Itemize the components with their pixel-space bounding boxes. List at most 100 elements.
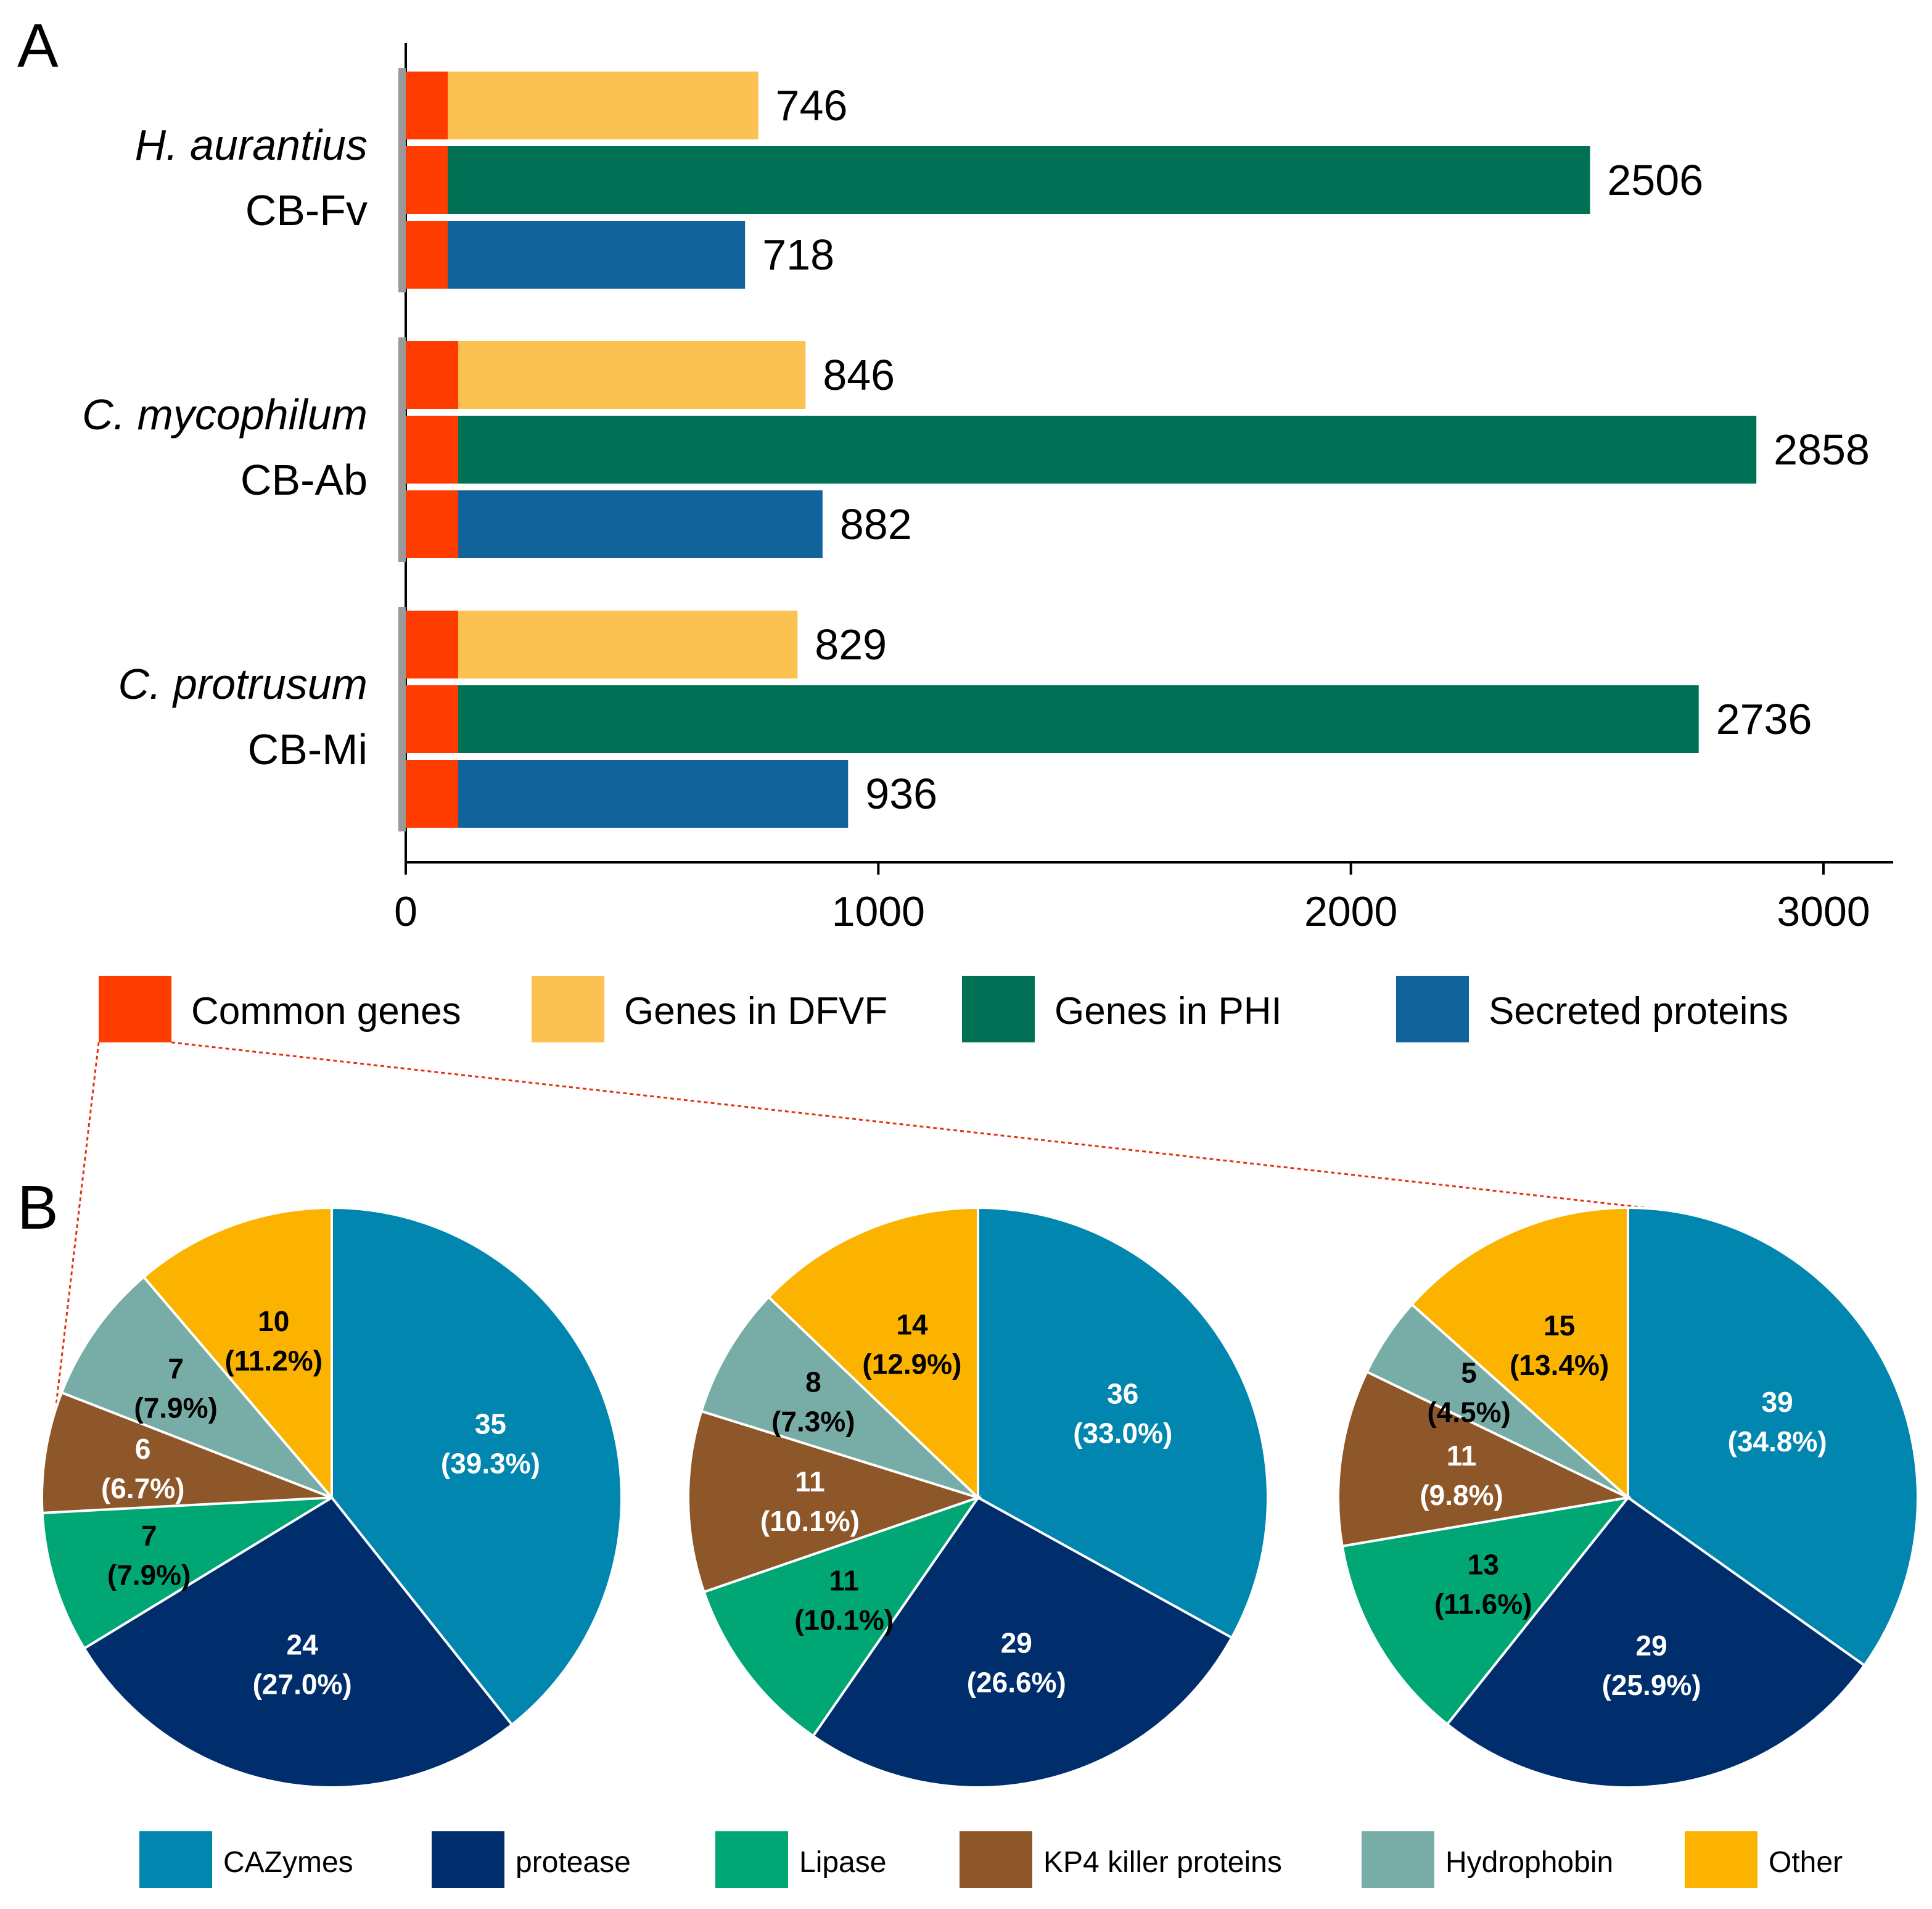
bar-common-genes — [406, 760, 459, 828]
pie-slice-other — [767, 1206, 979, 1501]
pie-count-label: 15 — [1544, 1309, 1575, 1342]
bar-common-genes — [406, 490, 459, 558]
bar-common-genes — [406, 72, 448, 139]
legend-label: CAZymes — [223, 1846, 353, 1879]
panel-label-b: B — [17, 1173, 59, 1242]
bar-secreted — [406, 490, 823, 558]
legend-label: KP4 killer proteins — [1043, 1846, 1282, 1879]
bar-common-genes — [406, 416, 459, 484]
legend-label: protease — [516, 1846, 631, 1879]
legend-item: Genes in DFVF — [532, 976, 887, 1042]
bar-phi — [406, 416, 1757, 484]
panel-label-a: A — [17, 11, 59, 80]
pie-count-label: 11 — [829, 1565, 859, 1597]
pie-count-label: 6 — [135, 1433, 151, 1465]
pie-count-label: 5 — [1461, 1357, 1477, 1389]
category-species-label: C. protrusum — [118, 660, 368, 708]
legend-label: Genes in DFVF — [624, 990, 887, 1033]
pie-percent-label: (10.1%) — [794, 1604, 894, 1636]
pie-count-label: 11 — [795, 1466, 825, 1498]
pie-count-label: 13 — [1468, 1549, 1499, 1581]
pie-count-label: 35 — [475, 1408, 506, 1440]
pie-slice-protease — [811, 1496, 1234, 1789]
pie-percent-label: (13.4%) — [1510, 1349, 1609, 1381]
legend-item: CAZymes — [139, 1831, 353, 1888]
legend-swatch-hydrophobin — [1362, 1831, 1434, 1888]
pie-percent-label: (11.2%) — [224, 1345, 323, 1377]
pie-slice-other — [1410, 1206, 1629, 1501]
legend-swatch-lipase — [715, 1831, 788, 1888]
pie-percent-label: (7.9%) — [107, 1559, 191, 1591]
legend-item: protease — [432, 1831, 631, 1888]
bar-value-label: 746 — [776, 81, 848, 130]
bar-value-label: 2506 — [1607, 156, 1703, 204]
category-strain-label: CB-Ab — [240, 456, 368, 504]
pie-count-label: 10 — [258, 1305, 289, 1337]
bar-common-genes — [406, 341, 459, 409]
legend-item: Common genes — [99, 976, 461, 1042]
bar-common-genes — [406, 146, 448, 214]
pie-percent-label: (39.3%) — [441, 1447, 540, 1479]
bar-value-label: 882 — [840, 500, 912, 548]
pie-percent-label: (33.0%) — [1073, 1417, 1172, 1449]
pie-slice-cazymes — [1627, 1206, 1919, 1667]
x-tick-label: 3000 — [1777, 888, 1870, 935]
legend-item: Lipase — [715, 1831, 886, 1888]
pie-legend: CAZymes protease Lipase KP4 killer proteins… — [139, 1831, 1843, 1888]
bar-secreted — [406, 221, 746, 289]
pie-count-label: 29 — [1001, 1627, 1032, 1659]
bar-value-label: 846 — [823, 351, 895, 399]
pie-percent-label: (7.9%) — [134, 1392, 217, 1424]
bar-phi — [406, 146, 1590, 214]
group-edge — [398, 68, 406, 292]
bar-dfvf — [406, 72, 758, 139]
pie-slice-other — [142, 1206, 333, 1501]
pie-slice-protease — [1445, 1496, 1867, 1789]
pie-count-label: 24 — [287, 1628, 319, 1660]
category-species-label: C. mycophilum — [82, 390, 368, 439]
bar-group: 829 2736 936 C. protrusum CB-Mi — [118, 607, 1812, 831]
pie-count-label: 39 — [1762, 1386, 1793, 1418]
pie-count-label: 8 — [805, 1366, 821, 1398]
legend-swatch-secreted — [1396, 976, 1469, 1042]
x-tick-label: 1000 — [832, 888, 925, 935]
pie-count-label: 11 — [1447, 1440, 1477, 1472]
legend-label: Common genes — [191, 990, 461, 1033]
pie: 39 (34.8%) 29 (25.9%) 13 (11.6%) 11 (9.8%) 5 (4.5… — [1337, 1206, 1919, 1789]
legend-item: Other — [1685, 1831, 1843, 1888]
bar-group: 746 2506 718 H. aurantius CB-Fv — [135, 68, 1703, 292]
bar-dfvf — [406, 611, 798, 678]
legend-swatch-dfvf — [532, 976, 604, 1042]
legend-label: Secreted proteins — [1489, 990, 1788, 1033]
pie-percent-label: (7.3%) — [771, 1405, 855, 1437]
bar-common-genes — [406, 221, 448, 289]
legend-swatch-phi — [962, 976, 1035, 1042]
category-strain-label: CB-Fv — [245, 186, 368, 234]
pie-slice-lipase — [1341, 1496, 1631, 1726]
legend-label: Lipase — [799, 1846, 886, 1879]
category-species-label: H. aurantius — [135, 121, 368, 169]
legend-item: Secreted proteins — [1396, 976, 1788, 1042]
pie-percent-label: (10.1%) — [760, 1505, 860, 1537]
pie: 35 (39.3%) 24 (27.0%) 7 (7.9%) 6 (6.7%) 7 (7.9%) 1… — [41, 1206, 623, 1789]
pie-count-label: 7 — [141, 1520, 157, 1552]
pie-percent-label: (26.6%) — [967, 1666, 1066, 1698]
pie-slice-lipase — [41, 1496, 333, 1651]
legend-label: Genes in PHI — [1054, 990, 1282, 1033]
bar-common-genes — [406, 685, 459, 753]
pie-percent-label: (6.7%) — [101, 1472, 184, 1504]
pie-slice-kp4 — [41, 1391, 332, 1514]
legend-swatch-kp4 — [960, 1831, 1032, 1888]
group-edge — [398, 607, 406, 831]
bar-common-genes — [406, 611, 459, 678]
legend-swatch-other — [1685, 1831, 1757, 1888]
connector-right — [171, 1041, 1657, 1210]
pie-count-label: 14 — [896, 1308, 928, 1340]
bar-dfvf — [406, 341, 806, 409]
bar-value-label: 936 — [865, 770, 937, 818]
group-edge — [398, 337, 406, 562]
pie-slice-kp4 — [1337, 1370, 1632, 1548]
bar-legend: Common genes Genes in DFVF Genes in PHI Sec… — [99, 976, 1788, 1042]
pie-charts: 35 (39.3%) 24 (27.0%) 7 (7.9%) 6 (6.7%) 7 (7.9%) 1… — [41, 1206, 1919, 1789]
